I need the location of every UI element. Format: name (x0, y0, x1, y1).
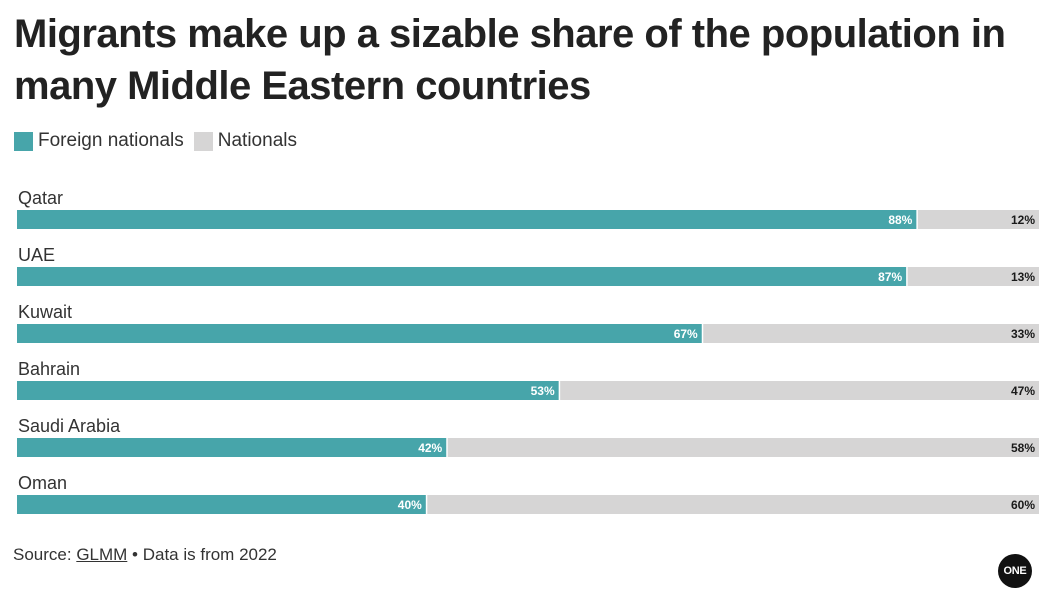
one-logo: ONE (998, 554, 1032, 588)
value-label-foreign-nationals-bahrain: 53% (531, 384, 555, 398)
category-label-saudi-arabia: Saudi Arabia (18, 416, 121, 436)
bar-foreign-nationals-bahrain (17, 381, 559, 400)
value-label-nationals-kuwait: 33% (1011, 327, 1035, 341)
category-label-qatar: Qatar (18, 188, 63, 208)
category-label-oman: Oman (18, 473, 67, 493)
source-suffix: • Data is from 2022 (127, 545, 277, 564)
bar-foreign-nationals-oman (17, 495, 426, 514)
legend: Foreign nationals Nationals (14, 130, 307, 152)
category-label-uae: UAE (18, 245, 55, 265)
value-label-nationals-qatar: 12% (1011, 213, 1035, 227)
bar-foreign-nationals-qatar (17, 210, 917, 229)
legend-item-nationals: Nationals (193, 130, 297, 152)
value-label-nationals-bahrain: 47% (1011, 384, 1035, 398)
legend-label-foreign-nationals: Foreign nationals (38, 130, 184, 151)
bar-nationals-kuwait (703, 324, 1039, 343)
value-label-nationals-uae: 13% (1011, 270, 1035, 284)
category-label-kuwait: Kuwait (18, 302, 72, 322)
bar-foreign-nationals-saudi-arabia (17, 438, 447, 457)
legend-item-foreign-nationals: Foreign nationals (14, 130, 184, 152)
source-note: Source: GLMM • Data is from 2022 (13, 545, 277, 565)
value-label-foreign-nationals-qatar: 88% (888, 213, 912, 227)
bar-nationals-bahrain (560, 381, 1039, 400)
legend-label-nationals: Nationals (217, 130, 297, 151)
bar-nationals-saudi-arabia (447, 438, 1039, 457)
value-label-foreign-nationals-uae: 87% (878, 270, 902, 284)
value-label-foreign-nationals-saudi-arabia: 42% (418, 441, 442, 455)
value-label-foreign-nationals-oman: 40% (398, 498, 422, 512)
value-label-foreign-nationals-kuwait: 67% (674, 327, 698, 341)
bar-nationals-oman (427, 495, 1039, 514)
legend-swatch-foreign-nationals (14, 131, 33, 151)
value-label-nationals-saudi-arabia: 58% (1011, 441, 1035, 455)
bar-nationals-qatar (917, 210, 1039, 229)
category-label-bahrain: Bahrain (18, 359, 80, 379)
bar-foreign-nationals-kuwait (17, 324, 702, 343)
source-link[interactable]: GLMM (76, 545, 128, 564)
value-label-nationals-oman: 60% (1011, 498, 1035, 512)
stacked-bar-chart: Qatar 88% 12% UAE 87% 13% Kuwait 67% 33% Bahrain 5… (17, 188, 1039, 514)
legend-swatch-nationals (193, 131, 213, 151)
bar-foreign-nationals-uae (17, 267, 907, 286)
bar-nationals-uae (907, 267, 1039, 286)
source-prefix: Source: (13, 545, 77, 564)
chart-title: Migrants make up a sizable share of the … (14, 12, 1006, 108)
